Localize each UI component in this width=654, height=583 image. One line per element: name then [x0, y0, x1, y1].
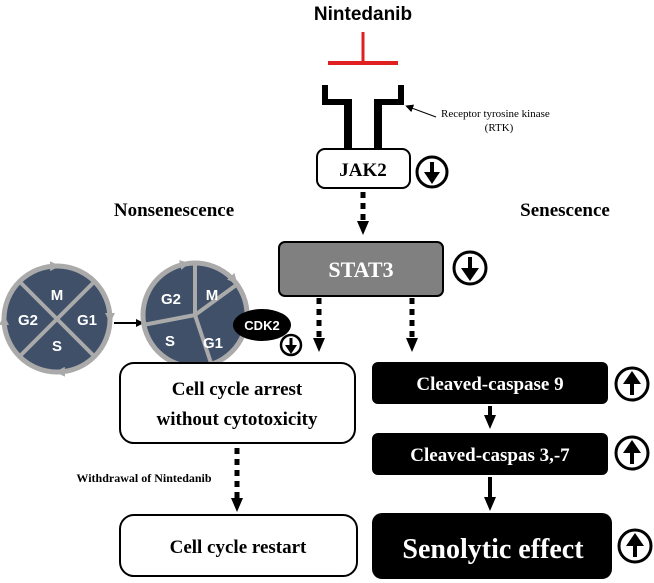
receptor-abbr: (RTK) [485, 122, 514, 134]
senescence-heading: Senescence [520, 200, 610, 221]
casp37-label: Cleaved-caspas 3,-7 [410, 445, 570, 466]
down-arrow-circle-icon [415, 155, 449, 189]
receptor-label: Receptor tyrosine kinase [441, 108, 550, 120]
arrest-line2: without cytotoxicity [157, 409, 318, 430]
jak2-box [316, 148, 411, 189]
phase-g2: G2 [18, 312, 38, 329]
cdk2-label: CDK2 [244, 318, 279, 333]
down-arrow-circle-icon [452, 250, 488, 286]
senolytic-label: Senolytic effect [402, 534, 584, 565]
restart-label: Cell cycle restart [170, 537, 307, 558]
up-arrow-circle-icon [614, 366, 650, 402]
casp37-box [372, 433, 608, 475]
withdrawal-label: Withdrawal of Nintedanib [76, 471, 211, 485]
stat3-label: STAT3 [328, 257, 393, 282]
restart-box [119, 514, 358, 577]
casp9-box [372, 362, 608, 404]
arrest-line1: Cell cycle arrest [172, 379, 303, 400]
phase-m: M [51, 287, 64, 304]
up-arrow-circle-icon [614, 435, 650, 471]
senolytic-box [372, 513, 612, 579]
phase-g2-arrested: G2 [161, 291, 181, 308]
phase-s: S [52, 338, 62, 355]
stat3-box [278, 241, 444, 297]
inhibit-bar-icon [328, 32, 398, 65]
cell-cycle-arrested: G2 M S G1 [140, 260, 250, 370]
cell-cycle-normal: M G2 G1 S [0, 261, 115, 377]
phase-g1: G1 [77, 312, 97, 329]
jak2-label: JAK2 [339, 160, 387, 181]
up-arrow-circle-icon [617, 528, 653, 564]
phase-g1-arrested: G1 [203, 335, 223, 352]
casp9-label: Cleaved-caspase 9 [416, 374, 563, 395]
nonsenescence-heading: Nonsenescence [114, 200, 234, 221]
cdk2-ellipse [233, 309, 291, 341]
arrest-box [119, 362, 356, 444]
phase-m-arrested: M [206, 287, 219, 304]
phase-s-arrested: S [165, 333, 175, 350]
drug-label: Nintedanib [314, 4, 412, 25]
receptor-icon [322, 85, 404, 149]
down-arrow-circle-icon [279, 333, 303, 357]
